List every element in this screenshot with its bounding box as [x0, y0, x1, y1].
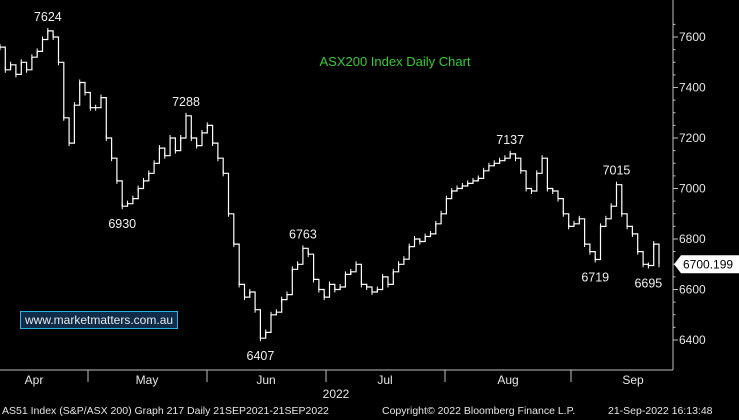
x-tick-label: Jun: [256, 373, 275, 387]
footer-timestamp-text: 21-Sep-2022 16:13:48: [608, 405, 713, 417]
y-tick-label: 7400: [679, 81, 706, 95]
annotation-label: 7015: [603, 164, 631, 178]
last-value-marker: [674, 255, 739, 274]
footer-copyright-text: Copyright© 2022 Bloomberg Finance L.P.: [382, 405, 576, 417]
annotation-label: 7624: [34, 10, 62, 24]
footer-bar: AS51 Index (S&P/ASX 200) Graph 217 Daily…: [0, 402, 739, 420]
x-year-label: 2022: [323, 387, 350, 401]
series-line: [0, 30, 660, 339]
x-tick-label: Aug: [497, 373, 518, 387]
last-value-label: 6700.199: [683, 258, 733, 272]
chart-title: ASX200 Index Daily Chart: [319, 54, 470, 69]
y-tick-label: 7600: [679, 30, 706, 44]
y-tick-label: 7200: [679, 131, 706, 145]
annotation-label: 6719: [581, 270, 609, 284]
x-tick-label: Jul: [377, 373, 392, 387]
y-tick-label: 7000: [679, 182, 706, 196]
y-tick-label: 6400: [679, 333, 706, 347]
y-tick-label: 6800: [679, 232, 706, 246]
annotation-label: 6930: [108, 217, 136, 231]
watermark-badge: www.marketmatters.com.au: [20, 311, 179, 329]
x-tick-label: May: [136, 373, 159, 387]
annotation-label: 6407: [247, 349, 275, 363]
chart-canvas: 6400 6600 6800 7000 7200 7400 7600 Apr May Jun Jul…: [0, 0, 739, 401]
annotation-label: 7137: [496, 133, 524, 147]
x-tick-label: Sep: [622, 373, 644, 387]
annotation-label: 6695: [634, 277, 662, 291]
footer-left-text: AS51 Index (S&P/ASX 200) Graph 217 Daily…: [2, 405, 329, 417]
x-tick-label: Apr: [25, 373, 44, 387]
y-tick-label: 6600: [679, 283, 706, 297]
annotation-label: 7288: [172, 95, 200, 109]
annotation-label: 6763: [289, 227, 317, 241]
